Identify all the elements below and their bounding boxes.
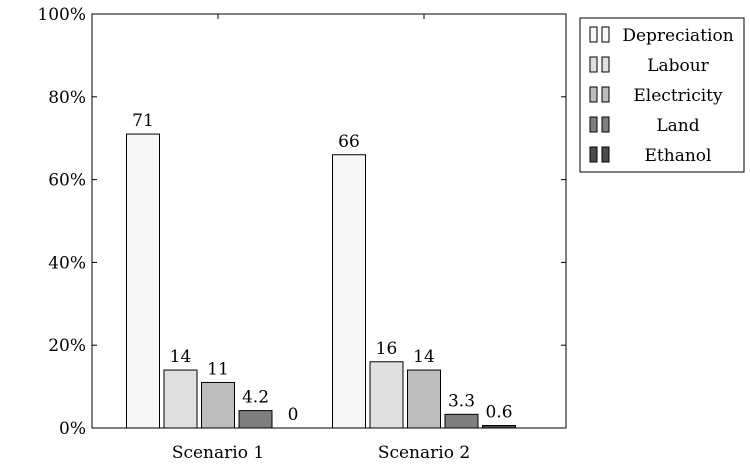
legend-label: Ethanol [645, 146, 712, 166]
bar-labour-2 [369, 361, 404, 429]
data-label: 11 [207, 359, 229, 379]
bar-land-1 [238, 410, 273, 429]
data-label: 3.3 [448, 391, 475, 411]
y-tick-label: 20% [48, 336, 86, 356]
data-label: 0 [288, 405, 299, 425]
legend-entry-labour: Labour [589, 56, 710, 76]
legend-swatch [601, 56, 610, 73]
legend-swatch [601, 116, 610, 133]
legend-swatch [601, 146, 610, 163]
legend-entry-electricity: Electricity [589, 86, 723, 106]
x-tick-label: Scenario 1 [172, 443, 264, 463]
bar-depreciation-2 [332, 154, 366, 429]
data-label: 71 [132, 111, 154, 131]
legend-swatch [601, 26, 610, 43]
y-tick-label: 40% [48, 253, 86, 273]
legend-swatch [589, 56, 598, 73]
legend: Depreciation Labour Electricity Land Ethanol [579, 17, 745, 173]
data-labels: 71 14 11 4.2 0 66 16 14 3.3 0.6 [132, 111, 512, 425]
data-label: 14 [170, 347, 192, 367]
bar-depreciation-1 [126, 133, 160, 429]
y-tick-label: 80% [48, 88, 86, 108]
y-axis: 0% 20% 40% 60% 80% 100% [37, 5, 566, 439]
y-tick-label: 100% [37, 5, 86, 25]
legend-label: Depreciation [622, 26, 733, 46]
x-tick-label: Scenario 2 [378, 443, 470, 463]
legend-swatch [589, 86, 598, 103]
plot-frame [91, 13, 567, 429]
bar-electricity-2 [407, 369, 441, 429]
legend-label: Electricity [633, 86, 723, 106]
data-label: 66 [338, 132, 360, 152]
legend-entry-depreciation: Depreciation [589, 26, 734, 46]
data-label: 16 [376, 339, 398, 359]
legend-swatch [601, 86, 610, 103]
legend-label: Land [656, 116, 699, 136]
bar-ethanol-2 [482, 425, 516, 429]
bar-land-2 [444, 413, 479, 429]
legend-swatch [589, 26, 598, 43]
data-label: 14 [413, 347, 435, 367]
legend-swatch [589, 146, 598, 163]
legend-entry-land: Land [589, 116, 700, 136]
bars [126, 133, 516, 429]
legend-box [579, 17, 745, 173]
data-label: 4.2 [242, 388, 269, 408]
legend-label: Labour [647, 56, 709, 76]
bar-electricity-1 [201, 381, 235, 429]
y-tick-label: 60% [48, 171, 86, 191]
data-label: 0.6 [485, 403, 512, 423]
y-tick-label: 0% [59, 419, 86, 439]
bar-labour-1 [163, 369, 198, 429]
legend-entry-ethanol: Ethanol [589, 146, 712, 166]
legend-swatch [589, 116, 598, 133]
plot-area [91, 13, 567, 429]
